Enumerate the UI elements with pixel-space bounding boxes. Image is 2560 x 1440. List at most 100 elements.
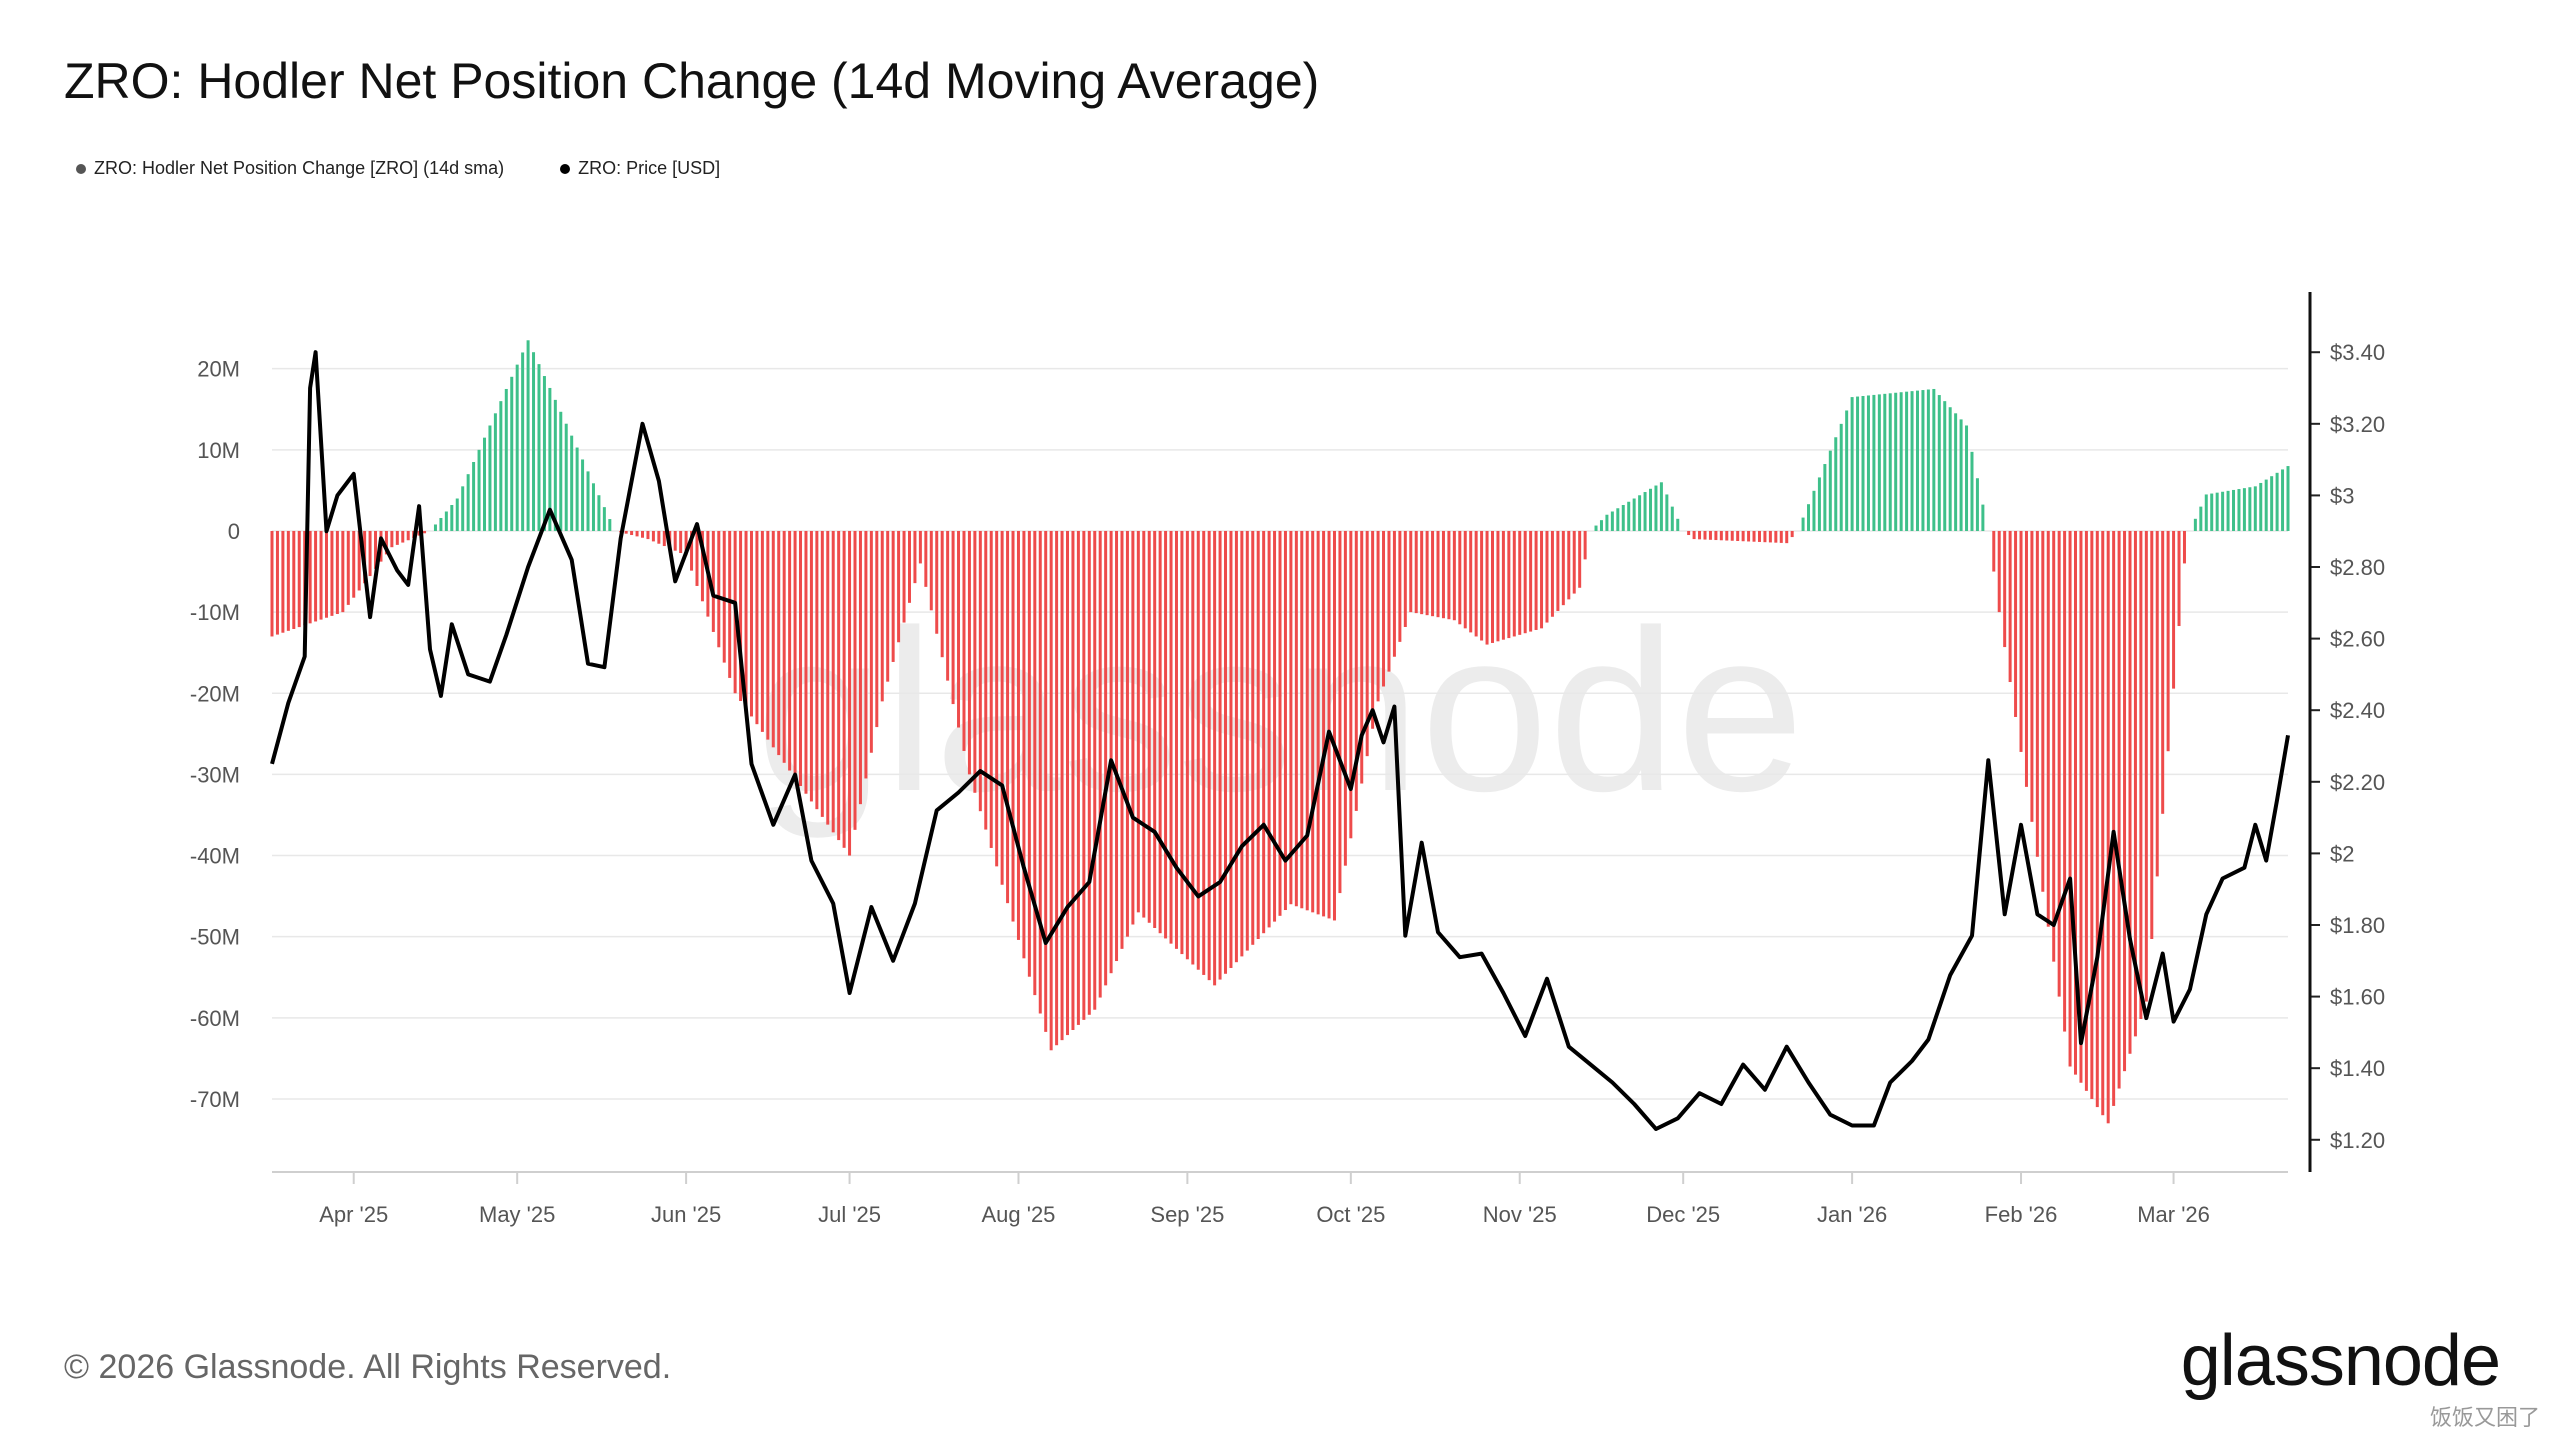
net-position-bar [2133,530,2137,1037]
net-position-bar [695,530,699,586]
left-axis-tick-label: -40M [190,844,240,869]
net-position-bar [886,530,890,682]
net-position-bar [1436,530,1440,618]
net-position-bar [799,530,803,786]
net-position-bar [450,505,454,531]
net-position-bar [739,530,743,701]
x-axis-tick-label: Mar '26 [2137,1202,2210,1227]
net-position-bar [940,530,944,658]
net-position-bar [1943,401,1947,531]
net-position-bar [2057,530,2061,997]
net-position-bar [641,530,645,538]
net-position-bar [1905,391,1909,531]
net-position-bar [1267,530,1271,928]
net-position-bar [1992,530,1996,572]
glassnode-logo: glassnode [2180,1321,2501,1401]
net-position-bar [1213,530,1217,986]
net-position-bar [1283,530,1287,911]
net-position-bar [902,530,906,623]
net-position-bar [946,530,950,681]
net-position-bar [2014,530,2018,717]
net-position-bar [1714,530,1718,541]
net-position-bar [2264,479,2268,531]
left-axis-tick-label: 10M [197,438,240,463]
net-position-bar [330,530,334,616]
net-position-bar [2144,530,2148,1002]
net-position-bar [504,388,508,531]
net-position-bar [891,530,895,662]
net-position-bar [2095,530,2099,1108]
net-position-bar [2237,489,2241,531]
left-axis-tick-label: 20M [197,357,240,382]
net-position-bar [1049,530,1053,1051]
net-position-bar [2172,530,2176,689]
net-position-bar [2101,530,2105,1116]
net-position-bar [1866,395,1870,531]
net-position-bar [1605,514,1609,531]
x-axis-tick-label: Nov '25 [1483,1202,1557,1227]
net-position-bar [1490,530,1494,643]
net-position-bar [717,530,721,648]
net-position-bar [1501,530,1505,640]
net-position-bar [1142,530,1146,918]
x-axis-tick-label: Oct '25 [1316,1202,1385,1227]
net-position-bar [1507,530,1511,639]
net-position-bar [1621,505,1625,531]
net-position-bar [662,530,666,547]
net-position-bar [1485,530,1489,645]
net-position-bar [820,530,824,817]
net-position-bar [1817,477,1821,531]
net-position-bar [1534,530,1538,630]
net-position-bar [848,530,852,856]
net-position-bar [897,530,901,643]
net-position-bar [1104,530,1108,986]
net-position-bar [1877,394,1881,531]
legend-item-price[interactable]: ZRO: Price [USD] [560,158,720,179]
net-position-bar [1894,392,1898,531]
net-position-bar [929,530,933,611]
net-position-bar [1981,504,1985,531]
net-position-bar [395,530,399,545]
net-position-bar [635,530,639,537]
left-axis-tick-label: -30M [190,762,240,787]
net-position-bar [1725,530,1729,541]
left-axis-tick-label: -50M [190,925,240,950]
net-position-bar [1698,530,1702,540]
net-position-bar [2030,530,2034,822]
net-position-bar [2150,530,2154,940]
net-position-bar [1910,391,1914,531]
net-position-bar [880,530,884,702]
legend-item-net-position[interactable]: ZRO: Hodler Net Position Change [ZRO] (1… [76,158,504,179]
net-position-bar [1398,530,1402,642]
net-position-bar [1382,530,1386,687]
net-position-bar [842,530,846,848]
net-position-bar [1082,530,1086,1020]
net-position-bar [510,376,514,531]
net-position-bar [2024,530,2028,787]
net-position-bar [1965,425,1969,531]
net-position-bar [2270,476,2274,531]
net-position-bar [2079,530,2083,1083]
net-position-bar [281,530,285,633]
left-axis-tick-label: -70M [190,1087,240,1112]
net-position-bar [1512,530,1516,637]
net-position-bar [570,435,574,531]
net-position-bar [537,364,541,531]
net-position-bar [1332,530,1336,921]
net-position-bar [482,437,486,531]
legend-label-net-position: ZRO: Hodler Net Position Change [ZRO] (1… [94,158,505,178]
net-position-bar [1431,530,1435,617]
net-position-bar [2008,530,2012,683]
net-position-bar [586,471,590,531]
net-position-bar [2003,530,2007,648]
right-axis-tick-label: $1.40 [2330,1056,2385,1081]
net-position-bar [1719,530,1723,541]
right-axis-tick-label: $2.60 [2330,627,2385,652]
net-position-bar [1441,530,1445,619]
x-axis-tick-label: Jul '25 [818,1202,881,1227]
net-position-bar [559,411,563,531]
net-position-bar [1147,530,1151,923]
net-position-bar [472,462,476,531]
net-position-bar [1861,396,1865,531]
